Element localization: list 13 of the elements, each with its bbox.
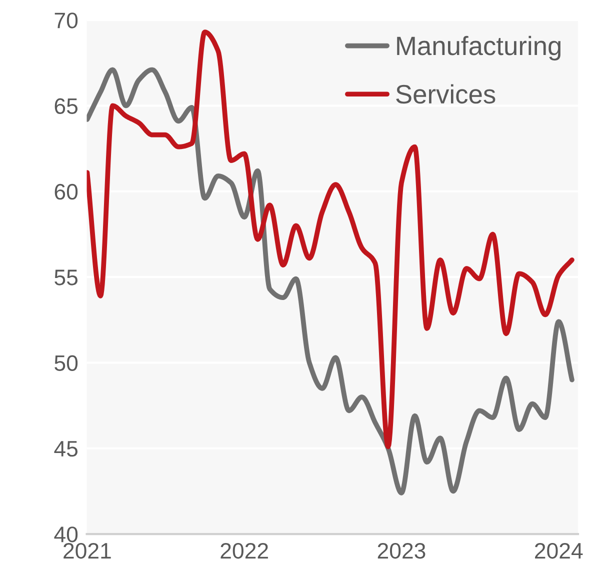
y-tick-label: 40: [54, 526, 78, 542]
legend-label: Services: [396, 84, 496, 104]
x-tick-label: 2023: [378, 542, 426, 559]
x-tick-label: 2024: [535, 542, 583, 559]
y-tick-label: 50: [54, 355, 78, 371]
legend-label: Manufacturing: [397, 36, 560, 60]
x-tick-label: 2022: [220, 542, 268, 559]
y-tick-label: 65: [54, 98, 78, 114]
y-tick-label: 55: [54, 270, 78, 286]
y-tick-label: 45: [54, 441, 78, 457]
y-tick-label: 70: [54, 12, 78, 28]
y-tick-label: 60: [54, 184, 78, 200]
x-tick-label: 2021: [64, 542, 111, 559]
